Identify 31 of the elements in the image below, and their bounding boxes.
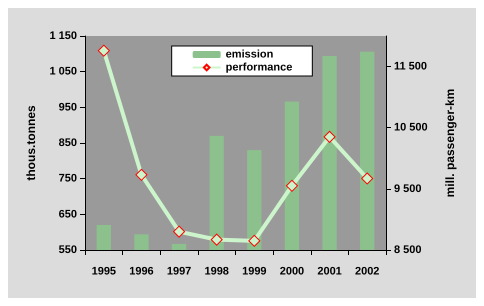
- x-tick-label: 1999: [242, 266, 267, 278]
- point: [361, 172, 374, 184]
- y2-tick-label: 8 500: [394, 244, 422, 256]
- y-tick-label: 650: [58, 208, 77, 220]
- y2-tick-label: 10 500: [394, 122, 428, 134]
- point: [135, 168, 148, 181]
- y2-axis-title: mill. passenger-km: [443, 88, 457, 198]
- legend-label: emission: [226, 48, 274, 60]
- point: [248, 234, 260, 247]
- point: [324, 130, 336, 143]
- y-tick-label: 550: [58, 244, 77, 256]
- x-tick-label: 2000: [280, 266, 304, 278]
- x-tick-label: 1995: [92, 266, 116, 278]
- y2-tick-label: 11 500: [394, 60, 428, 73]
- x-tick-label: 1996: [129, 266, 154, 278]
- x-tick-label: 2001: [317, 266, 342, 278]
- y-tick-label: 850: [58, 137, 77, 149]
- y-axis-title: thous.tonnes: [24, 105, 38, 181]
- point: [286, 180, 298, 192]
- x-tick-label: 1998: [204, 266, 229, 278]
- point: [98, 44, 110, 57]
- y2-tick-label: 9 500: [394, 182, 422, 195]
- point: [173, 226, 186, 238]
- y-tick-label: 950: [58, 101, 77, 114]
- x-tick-label: 1997: [166, 266, 192, 278]
- y-tick-label: 1 150: [49, 30, 77, 42]
- point: [210, 234, 223, 246]
- legend-label: performance: [226, 62, 292, 74]
- y-tick-label: 1 050: [49, 66, 77, 78]
- x-tick-label: 2002: [354, 266, 380, 278]
- y-tick-label: 750: [58, 172, 77, 185]
